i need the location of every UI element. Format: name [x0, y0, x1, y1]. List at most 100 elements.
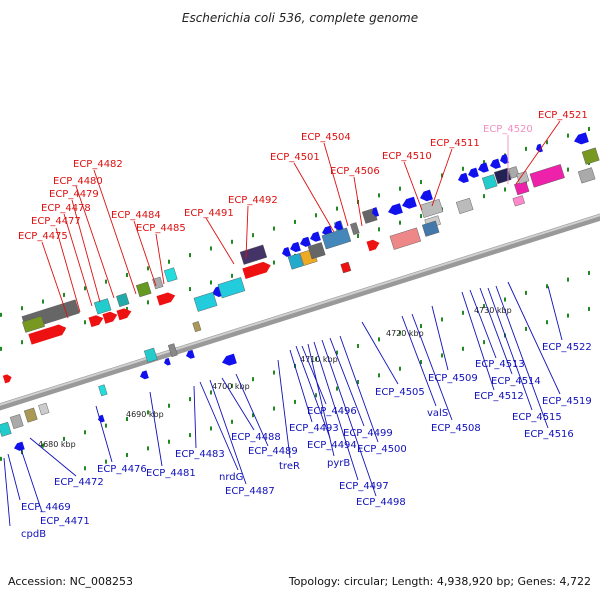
gene-label[interactable]: ECP_4480: [53, 176, 103, 187]
gene-arrow: [28, 324, 67, 345]
gene-label[interactable]: ECP_4476: [97, 464, 147, 475]
tick-mark: [441, 353, 443, 358]
gene-label[interactable]: ECP_4504: [301, 132, 351, 143]
gene-block: [193, 291, 218, 312]
gene-feature: [493, 167, 512, 185]
gene-feature: [222, 353, 237, 366]
tick-mark: [273, 370, 275, 375]
gene-label[interactable]: ECP_4496: [307, 406, 357, 417]
tick-mark: [147, 266, 149, 271]
gene-label[interactable]: valS: [427, 408, 448, 419]
gene-label[interactable]: ECP_4519: [542, 396, 592, 407]
gene-label[interactable]: ECP_4515: [512, 412, 562, 423]
tick-mark: [231, 419, 233, 424]
gene-label[interactable]: cpdB: [21, 529, 46, 540]
genome-summary-text: Topology: circular; Length: 4,938,920 bp…: [288, 575, 591, 588]
gene-label[interactable]: ECP_4469: [21, 502, 71, 513]
gene-label[interactable]: treR: [279, 461, 300, 472]
gene-feature: [500, 154, 509, 164]
gene-arrow: [388, 203, 403, 216]
gene-label-highlight[interactable]: ECP_4520: [483, 124, 533, 135]
label-connectors: [3, 120, 563, 527]
gene-label[interactable]: ECP_4491: [184, 208, 234, 219]
gene-label[interactable]: ECP_4509: [428, 373, 478, 384]
tick-mark: [504, 187, 506, 192]
gene-label[interactable]: ECP_4488: [231, 432, 281, 443]
gene-label[interactable]: ECP_4499: [343, 428, 393, 439]
gene-feature: [574, 132, 589, 145]
gene-label[interactable]: ECP_4506: [330, 166, 380, 177]
gene-label[interactable]: ECP_4477: [31, 216, 81, 227]
tick-mark: [546, 284, 548, 289]
gene-label[interactable]: ECP_4497: [339, 481, 389, 492]
gene-feature: [38, 402, 50, 416]
gene-label[interactable]: ECP_4482: [73, 159, 123, 170]
gene-label[interactable]: ECP_4513: [475, 359, 525, 370]
connector-line: [209, 379, 247, 485]
gene-label[interactable]: nrdG: [219, 472, 243, 483]
gene-arrow: [468, 167, 479, 178]
connector-line: [55, 227, 81, 313]
gene-label[interactable]: ECP_4511: [430, 138, 480, 149]
tick-mark: [105, 459, 107, 464]
gene-label[interactable]: ECP_4498: [356, 497, 406, 508]
kbp-mark: 4710 kbp: [300, 355, 338, 364]
gene-block: [239, 244, 268, 265]
gene-arrow: [372, 207, 380, 217]
gene-label[interactable]: ECP_4484: [111, 210, 161, 221]
gene-label[interactable]: ECP_4508: [431, 423, 481, 434]
gene-feature: [516, 171, 530, 185]
gene-label[interactable]: ECP_4514: [491, 376, 541, 387]
tick-mark: [84, 320, 86, 325]
connector-line: [277, 359, 291, 459]
gene-label[interactable]: ECP_4479: [49, 189, 99, 200]
gene-label[interactable]: ECP_4492: [228, 195, 278, 206]
gene-label[interactable]: ECP_4483: [175, 449, 225, 460]
connector-line: [235, 373, 269, 447]
gene-feature: [290, 241, 301, 253]
gene-label[interactable]: ECP_4471: [40, 516, 90, 527]
gene-label[interactable]: ECP_4478: [41, 203, 91, 214]
gene-label[interactable]: ECP_4481: [146, 468, 196, 479]
tick-mark: [567, 133, 569, 138]
gene-block: [152, 276, 164, 290]
gene-label[interactable]: ECP_4489: [248, 446, 298, 457]
gene-label[interactable]: ECP_4500: [357, 444, 407, 455]
tick-mark: [399, 220, 401, 225]
gene-arrow: [156, 292, 176, 306]
gene-label[interactable]: ECP_4494: [307, 440, 357, 451]
gene-arrow: [140, 370, 149, 380]
gene-label[interactable]: ECP_4510: [382, 151, 432, 162]
gene-features: [0, 132, 600, 451]
gene-label[interactable]: ECP_4493: [289, 423, 339, 434]
tick-mark: [336, 206, 338, 211]
gene-label[interactable]: pyrB: [327, 458, 350, 469]
gene-label[interactable]: ECP_4485: [136, 223, 186, 234]
connector-line: [329, 337, 365, 427]
kbp-mark: 4700 kbp: [212, 382, 250, 391]
gene-feature: [28, 324, 67, 345]
tick-mark: [483, 160, 485, 165]
gene-label[interactable]: ECP_4516: [524, 429, 574, 440]
tick-mark: [126, 273, 128, 278]
gene-label[interactable]: ECP_4475: [18, 231, 68, 242]
gene-arrow: [116, 308, 132, 321]
gene-feature: [164, 357, 171, 366]
gene-feature: [468, 167, 479, 178]
gene-label[interactable]: ECP_4501: [270, 152, 320, 163]
gene-feature: [366, 239, 380, 252]
gene-label[interactable]: ECP_4505: [375, 387, 425, 398]
tick-mark: [357, 233, 359, 238]
gene-label[interactable]: ECP_4512: [474, 391, 524, 402]
gene-arrow: [574, 132, 589, 145]
tick-mark: [420, 360, 422, 365]
gene-label[interactable]: ECP_4472: [54, 477, 104, 488]
gene-feature: [156, 292, 176, 306]
lower-gene-labels: ECP_4469 ECP_4471 cpdB ECP_4472 ECP_4476…: [21, 342, 592, 540]
gene-label[interactable]: ECP_4521: [538, 110, 588, 121]
gene-label[interactable]: ECP_4522: [542, 342, 592, 353]
gene-arrow: [14, 441, 25, 451]
gene-arrow: [102, 311, 118, 324]
gene-label[interactable]: ECP_4487: [225, 486, 275, 497]
tick-mark: [378, 227, 380, 232]
